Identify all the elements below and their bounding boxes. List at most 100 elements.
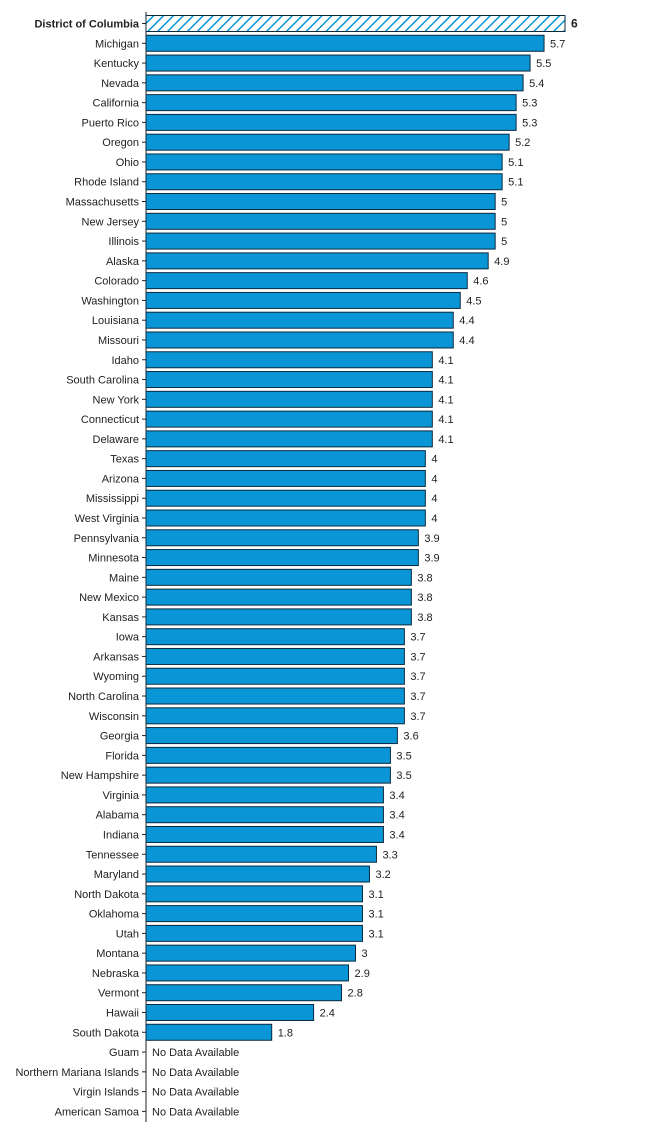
value-label: 3.1 [368,909,383,921]
value-label: 2.9 [355,968,370,980]
value-label: 3.1 [368,889,383,901]
category-label: South Dakota [72,1027,140,1039]
category-label: Puerto Rico [82,117,139,129]
category-label: Oklahoma [89,909,140,921]
highlight-bar [145,15,566,32]
bar [145,608,412,626]
value-label: 3.6 [403,731,418,743]
category-label: Hawaii [106,1008,139,1020]
value-label: 3.9 [424,533,439,545]
value-label: 3.7 [410,651,425,663]
category-label: Iowa [116,632,140,644]
value-label: 5.2 [515,137,530,149]
bar [145,707,405,725]
value-label: 3.4 [389,790,404,802]
category-label: Tennessee [86,849,139,861]
bar [145,984,343,1002]
category-label: Guam [109,1047,139,1059]
category-label: Rhode Island [74,177,139,189]
value-label: 2.4 [320,1008,335,1020]
category-label: Florida [105,750,140,762]
bar [145,964,350,982]
category-label: District of Columbia [34,19,139,31]
bar [145,628,405,646]
category-label: Nebraska [92,968,140,980]
bar [145,529,419,547]
category-label: Arkansas [93,651,139,663]
bar [145,806,384,824]
bar [145,252,489,270]
category-label: Wyoming [93,671,139,683]
value-label: 4.5 [466,295,481,307]
value-label: 3.5 [396,750,411,762]
bar [145,94,517,112]
value-label: 3.1 [368,928,383,940]
value-label: 5 [501,216,507,228]
bar [145,786,384,804]
value-label: 5.7 [550,38,565,50]
bar [145,825,384,843]
bar [145,568,412,586]
value-label: 4.1 [438,355,453,367]
category-label: Maine [109,572,139,584]
category-label: Arizona [102,473,140,485]
value-label: 4.6 [473,276,488,288]
bar [145,193,496,211]
bar [145,588,412,606]
bar [145,1023,273,1041]
category-label: American Samoa [55,1106,140,1118]
category-label: Massachusetts [66,197,140,209]
category-label: Oregon [102,137,139,149]
bar [145,687,405,705]
value-label: 4 [431,454,437,466]
bar [145,885,363,903]
category-label: Illinois [108,236,139,248]
bar [145,450,426,468]
category-label: Colorado [94,276,139,288]
bar [145,311,454,329]
category-label: Virginia [103,790,140,802]
value-label: 1.8 [278,1027,293,1039]
bar [145,133,510,151]
bar [145,746,391,764]
bar [145,351,433,369]
category-label: Vermont [98,988,139,1000]
no-data-label: No Data Available [152,1106,239,1118]
category-label: West Virginia [75,513,140,525]
value-label: 3 [362,948,368,960]
value-label: 3.7 [410,671,425,683]
category-label: Wisconsin [89,711,139,723]
bar [145,865,370,883]
bar [145,173,503,191]
bar [145,727,398,745]
value-label: 3.2 [375,869,390,881]
category-label: Kansas [102,612,139,624]
category-label: Nevada [101,78,140,90]
bar [145,1004,315,1021]
category-label: New Jersey [82,216,140,228]
value-label: 4 [431,493,437,505]
category-label: Missouri [98,335,139,347]
category-label: Idaho [111,355,139,367]
value-label: 5 [501,236,507,248]
bar [145,410,433,428]
value-label: 3.7 [410,711,425,723]
category-label: Montana [96,948,140,960]
bar [145,667,405,685]
value-label: 5.4 [529,78,544,90]
bar [145,924,363,942]
category-label: Washington [81,295,139,307]
value-label: 4.1 [438,375,453,387]
value-label: 5.1 [508,157,523,169]
no-data-label: No Data Available [152,1087,239,1099]
value-label: 3.3 [382,849,397,861]
value-label: 4.9 [494,256,509,268]
value-label: 5.1 [508,177,523,189]
category-label: Delaware [93,434,139,446]
bar [145,74,524,92]
value-label: 3.7 [410,632,425,644]
bar [145,390,433,408]
category-label: California [93,98,140,110]
category-label: Connecticut [81,414,139,426]
bar [145,34,545,52]
